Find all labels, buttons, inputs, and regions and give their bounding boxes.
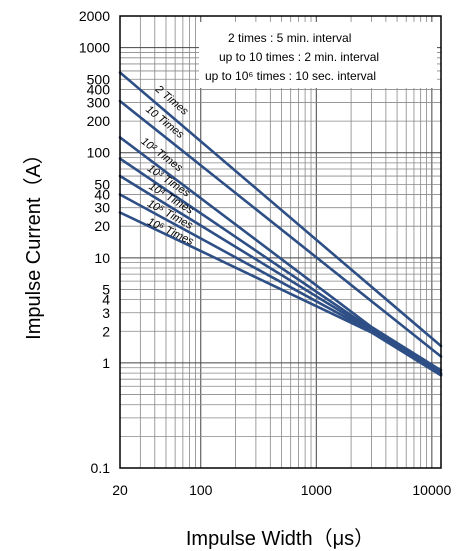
annotation-line-1: 2 times : 5 min. interval (228, 31, 351, 45)
x-tick-label: 20 (112, 482, 128, 498)
y-tick-label: 100 (87, 145, 111, 161)
y-tick-label: 50 (94, 176, 110, 192)
y-tick-label: 1000 (79, 40, 110, 56)
y-tick-label: 30 (94, 200, 110, 216)
series-line (118, 211, 443, 377)
y-tick-label: 1 (102, 355, 110, 371)
y-axis-title: Impulse Current（A） (22, 144, 45, 340)
y-tick-label: 3 (102, 305, 110, 321)
y-tick-label: 0.1 (91, 460, 111, 476)
y-tick-label: 20 (94, 218, 110, 234)
series-line (118, 136, 443, 372)
y-tick-label: 300 (87, 95, 111, 111)
annotation-line-2: up to 10 times : 2 min. interval (219, 50, 379, 64)
y-tick-label: 40 (94, 187, 110, 203)
x-tick-label: 10000 (412, 482, 451, 498)
x-tick-label: 100 (189, 482, 213, 498)
y-tick-label: 2000 (79, 8, 110, 24)
y-tick-label: 500 (87, 71, 111, 87)
y-tick-label: 200 (87, 113, 111, 129)
y-tick-label: 4 (102, 292, 110, 308)
x-axis-title: Impulse Width（μs） (186, 527, 374, 550)
y-tick-label: 400 (87, 81, 111, 97)
grid (120, 16, 441, 468)
y-tick-label: 2 (102, 323, 110, 339)
y-tick-label: 10 (94, 250, 110, 266)
plot-frame (119, 15, 442, 469)
annotation-line-3: up to 10⁶ times : 10 sec. interval (205, 69, 376, 83)
plot-background (120, 16, 441, 468)
series-line (118, 99, 443, 358)
series-lines (118, 71, 443, 377)
x-tick-labels: 20 100 1000 10000 (112, 482, 451, 498)
series-line (118, 71, 443, 348)
y-tick-label: 5 (102, 281, 110, 297)
x-tick-label: 1000 (301, 482, 332, 498)
annotation-box (199, 22, 437, 88)
